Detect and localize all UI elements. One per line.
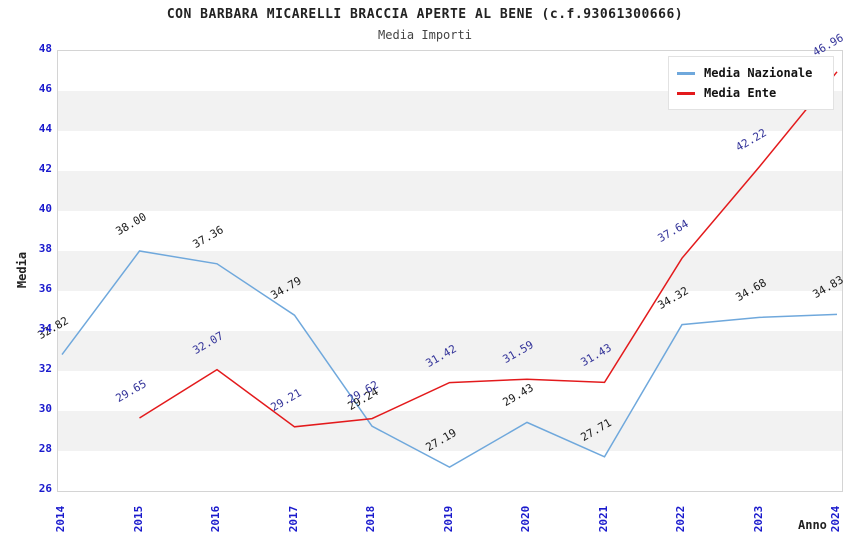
chart-title: CON BARBARA MICARELLI BRACCIA APERTE AL … [166, 7, 684, 22]
legend-item-media-ente: Media Ente [677, 83, 825, 103]
grid-band [58, 211, 842, 251]
legend: Media Nazionale Media Ente [668, 56, 834, 110]
grid-band [58, 291, 842, 331]
x-tick-label: 2018 [364, 505, 377, 533]
y-tick-label: 34 [38, 322, 52, 335]
x-tick-label: 2021 [596, 505, 610, 533]
legend-line-sample-ente [677, 91, 695, 95]
y-tick-label: 40 [38, 202, 52, 215]
x-tick-label: 2016 [209, 505, 222, 533]
x-axis-title: Anno [798, 518, 827, 532]
y-axis-title: Media [15, 251, 29, 289]
y-tick-label: 26 [38, 482, 52, 495]
x-tick-label: 2017 [286, 505, 300, 533]
grid-band [58, 171, 842, 211]
y-tick-label: 42 [38, 162, 52, 175]
y-tick-label: 44 [38, 122, 52, 135]
grid-band [58, 411, 842, 451]
legend-line-sample-nazionale [677, 71, 695, 75]
y-tick-label: 48 [38, 42, 52, 55]
plot-area: 32.82 38.00 37.36 34.79 29.24 27.19 29.43 27.71… [36, 31, 846, 492]
x-tick-label: 2019 [441, 505, 455, 533]
y-tick-label: 32 [38, 362, 52, 375]
chart-subtitle: Media Importi [378, 28, 472, 42]
grid-band [58, 331, 842, 371]
series-lines [61, 71, 838, 469]
grid-band [58, 131, 842, 171]
grid-band [58, 451, 842, 491]
grid-band [58, 371, 842, 411]
grid-band [58, 251, 842, 291]
x-tick-label: 2020 [519, 505, 532, 533]
x-tick-label: 2023 [751, 505, 765, 533]
legend-item-media-nazionale: Media Nazionale [677, 63, 825, 83]
y-tick-label: 46 [38, 82, 52, 95]
y-tick-label: 30 [38, 402, 52, 415]
x-tick-label: 2015 [131, 505, 145, 533]
x-tick-label: 2014 [54, 505, 67, 533]
series-line-0 [61, 250, 838, 469]
x-tick-label: 2022 [674, 505, 687, 533]
y-tick-label: 28 [38, 442, 52, 455]
y-tick-label: 36 [38, 282, 52, 295]
legend-label: Media Ente [704, 86, 777, 100]
y-tick-label: 38 [38, 242, 52, 255]
series-line-1 [139, 71, 838, 428]
x-tick-label: 2024 [829, 505, 842, 533]
legend-label: Media Nazionale [704, 66, 813, 80]
